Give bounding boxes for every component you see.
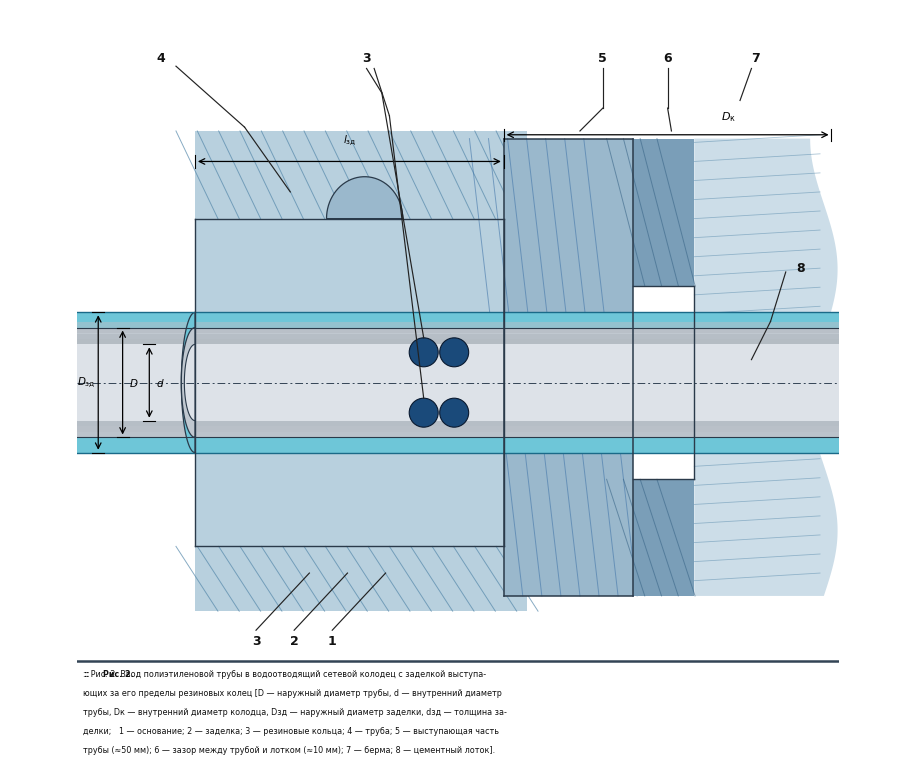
Polygon shape — [633, 138, 694, 285]
Text: 3: 3 — [252, 635, 260, 648]
Polygon shape — [326, 177, 403, 219]
Text: $D$: $D$ — [129, 376, 139, 389]
Circle shape — [409, 338, 438, 366]
Text: ющих за его пределы резиновых колец [D — наружный диаметр трубы, d — внутренний : ющих за его пределы резиновых колец [D —… — [83, 689, 502, 698]
Text: $d$: $d$ — [157, 376, 165, 389]
Polygon shape — [195, 546, 527, 611]
Text: 8: 8 — [797, 262, 805, 275]
Bar — [77, 344, 839, 421]
Polygon shape — [181, 327, 195, 438]
Text: $D_\mathrm{зд}$: $D_\mathrm{зд}$ — [77, 376, 95, 389]
Text: 1: 1 — [328, 635, 336, 648]
Polygon shape — [195, 131, 527, 219]
Text: делки;  1 — основание; 2 — заделка; 3 — резиновые кольца; 4 — труба; 5 — выступа: делки; 1 — основание; 2 — заделка; 3 — р… — [83, 727, 499, 736]
Bar — [77, 327, 839, 438]
Text: $D_\mathrm{к}$: $D_\mathrm{к}$ — [721, 110, 736, 124]
Text: 7: 7 — [751, 52, 759, 65]
Text: Рис. 2.: Рис. 2. — [103, 670, 134, 679]
Polygon shape — [694, 138, 837, 596]
Bar — [77, 312, 839, 453]
Text: 2: 2 — [289, 635, 299, 648]
Text: трубы (≈50 мм); 6 — зазор между трубой и лотком (≈10 мм); 7 — берма; 8 — цементн: трубы (≈50 мм); 6 — зазор между трубой и… — [83, 746, 496, 755]
Text: ::: :: — [83, 670, 90, 679]
Circle shape — [440, 338, 469, 366]
Text: 3: 3 — [362, 52, 371, 65]
Text: трубы, Dк — внутренний диаметр колодца, Dзд — наружный диаметр заделки, dзд — то: трубы, Dк — внутренний диаметр колодца, … — [83, 708, 507, 717]
Text: 5: 5 — [598, 52, 607, 65]
Circle shape — [440, 399, 469, 427]
Polygon shape — [633, 480, 694, 596]
Circle shape — [409, 399, 438, 427]
Polygon shape — [504, 138, 633, 596]
Text: $l_\mathrm{зд}$: $l_\mathrm{зд}$ — [343, 134, 356, 148]
Text: 6: 6 — [663, 52, 672, 65]
Polygon shape — [181, 312, 195, 453]
Bar — [195, 219, 504, 546]
Text: :: Рис. 2. Ввод полиэтиленовой трубы в водоотводящий сетевой колодец с заделкой : :: Рис. 2. Ввод полиэтиленовой трубы в в… — [83, 670, 486, 679]
Text: 4: 4 — [157, 52, 165, 65]
Polygon shape — [184, 344, 195, 421]
